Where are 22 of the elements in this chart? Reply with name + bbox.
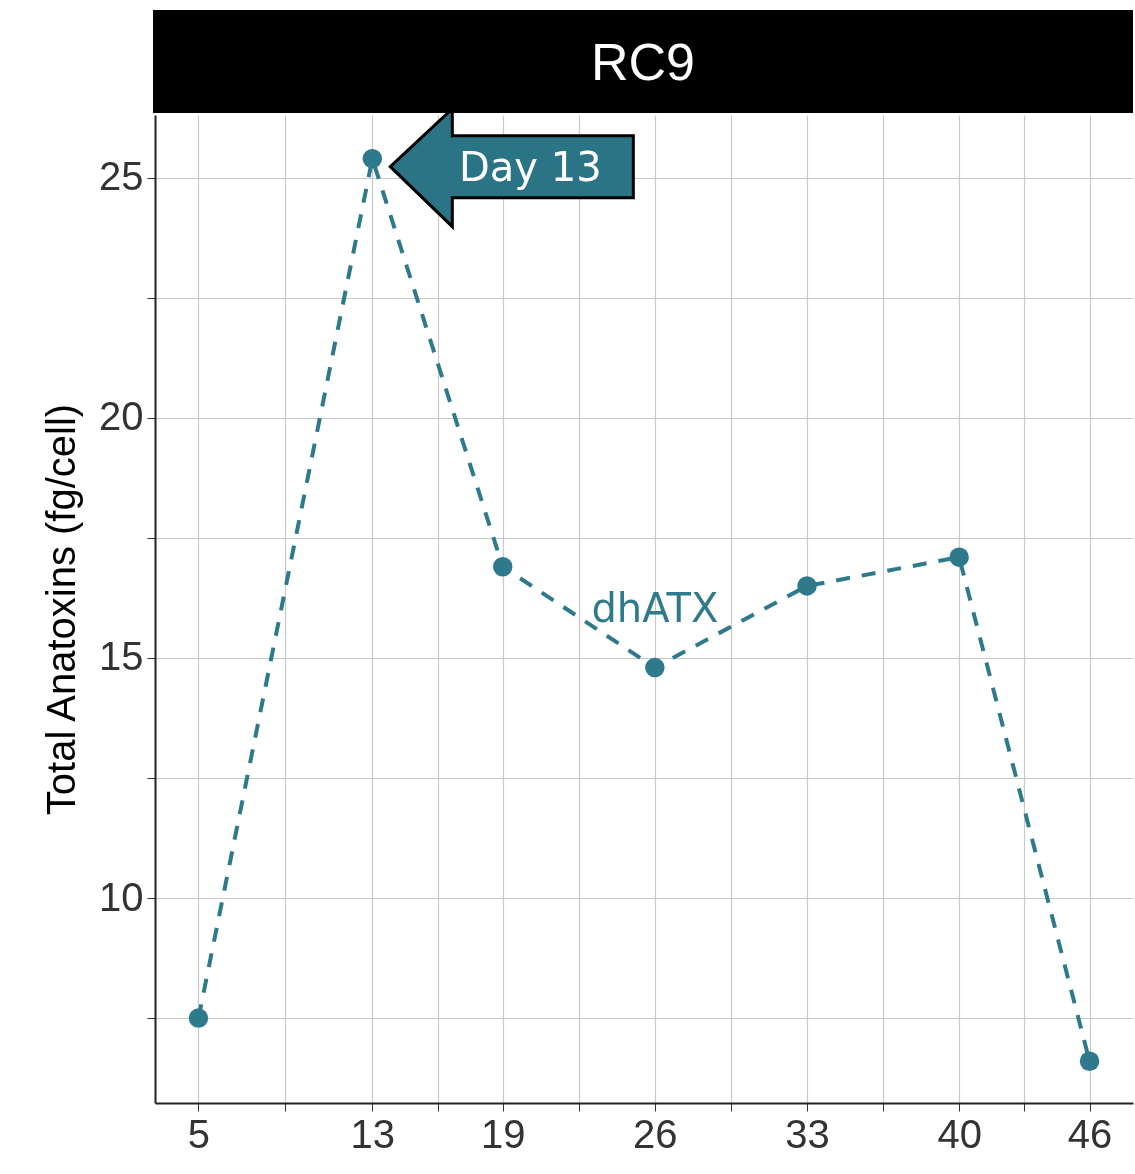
point [188, 1008, 209, 1028]
point [949, 547, 969, 567]
y-tick-label: 20 [99, 394, 144, 439]
x-tick-label: 46 [1067, 1111, 1113, 1156]
x-tick-label: 13 [350, 1111, 396, 1156]
x-tick-label: 19 [480, 1111, 526, 1156]
y-axis-title: Total Anatoxins (fg/cell) [39, 403, 84, 816]
point [362, 148, 383, 169]
series-label: dhATX [591, 584, 719, 631]
y-tick-label: 10 [99, 874, 144, 919]
point [797, 576, 817, 596]
x-tick-label: 5 [187, 1111, 211, 1156]
point [492, 557, 513, 577]
annotation: Day 13 [459, 143, 602, 190]
x-tick-label: 40 [937, 1111, 982, 1156]
point [645, 657, 665, 678]
x-tick-label: 26 [633, 1111, 678, 1156]
y-tick-label: 25 [99, 154, 144, 199]
y-tick-label: 15 [99, 634, 144, 679]
chart-title: RC9 [153, 10, 1133, 113]
x-tick-label: 33 [785, 1111, 830, 1156]
point [1079, 1051, 1100, 1071]
